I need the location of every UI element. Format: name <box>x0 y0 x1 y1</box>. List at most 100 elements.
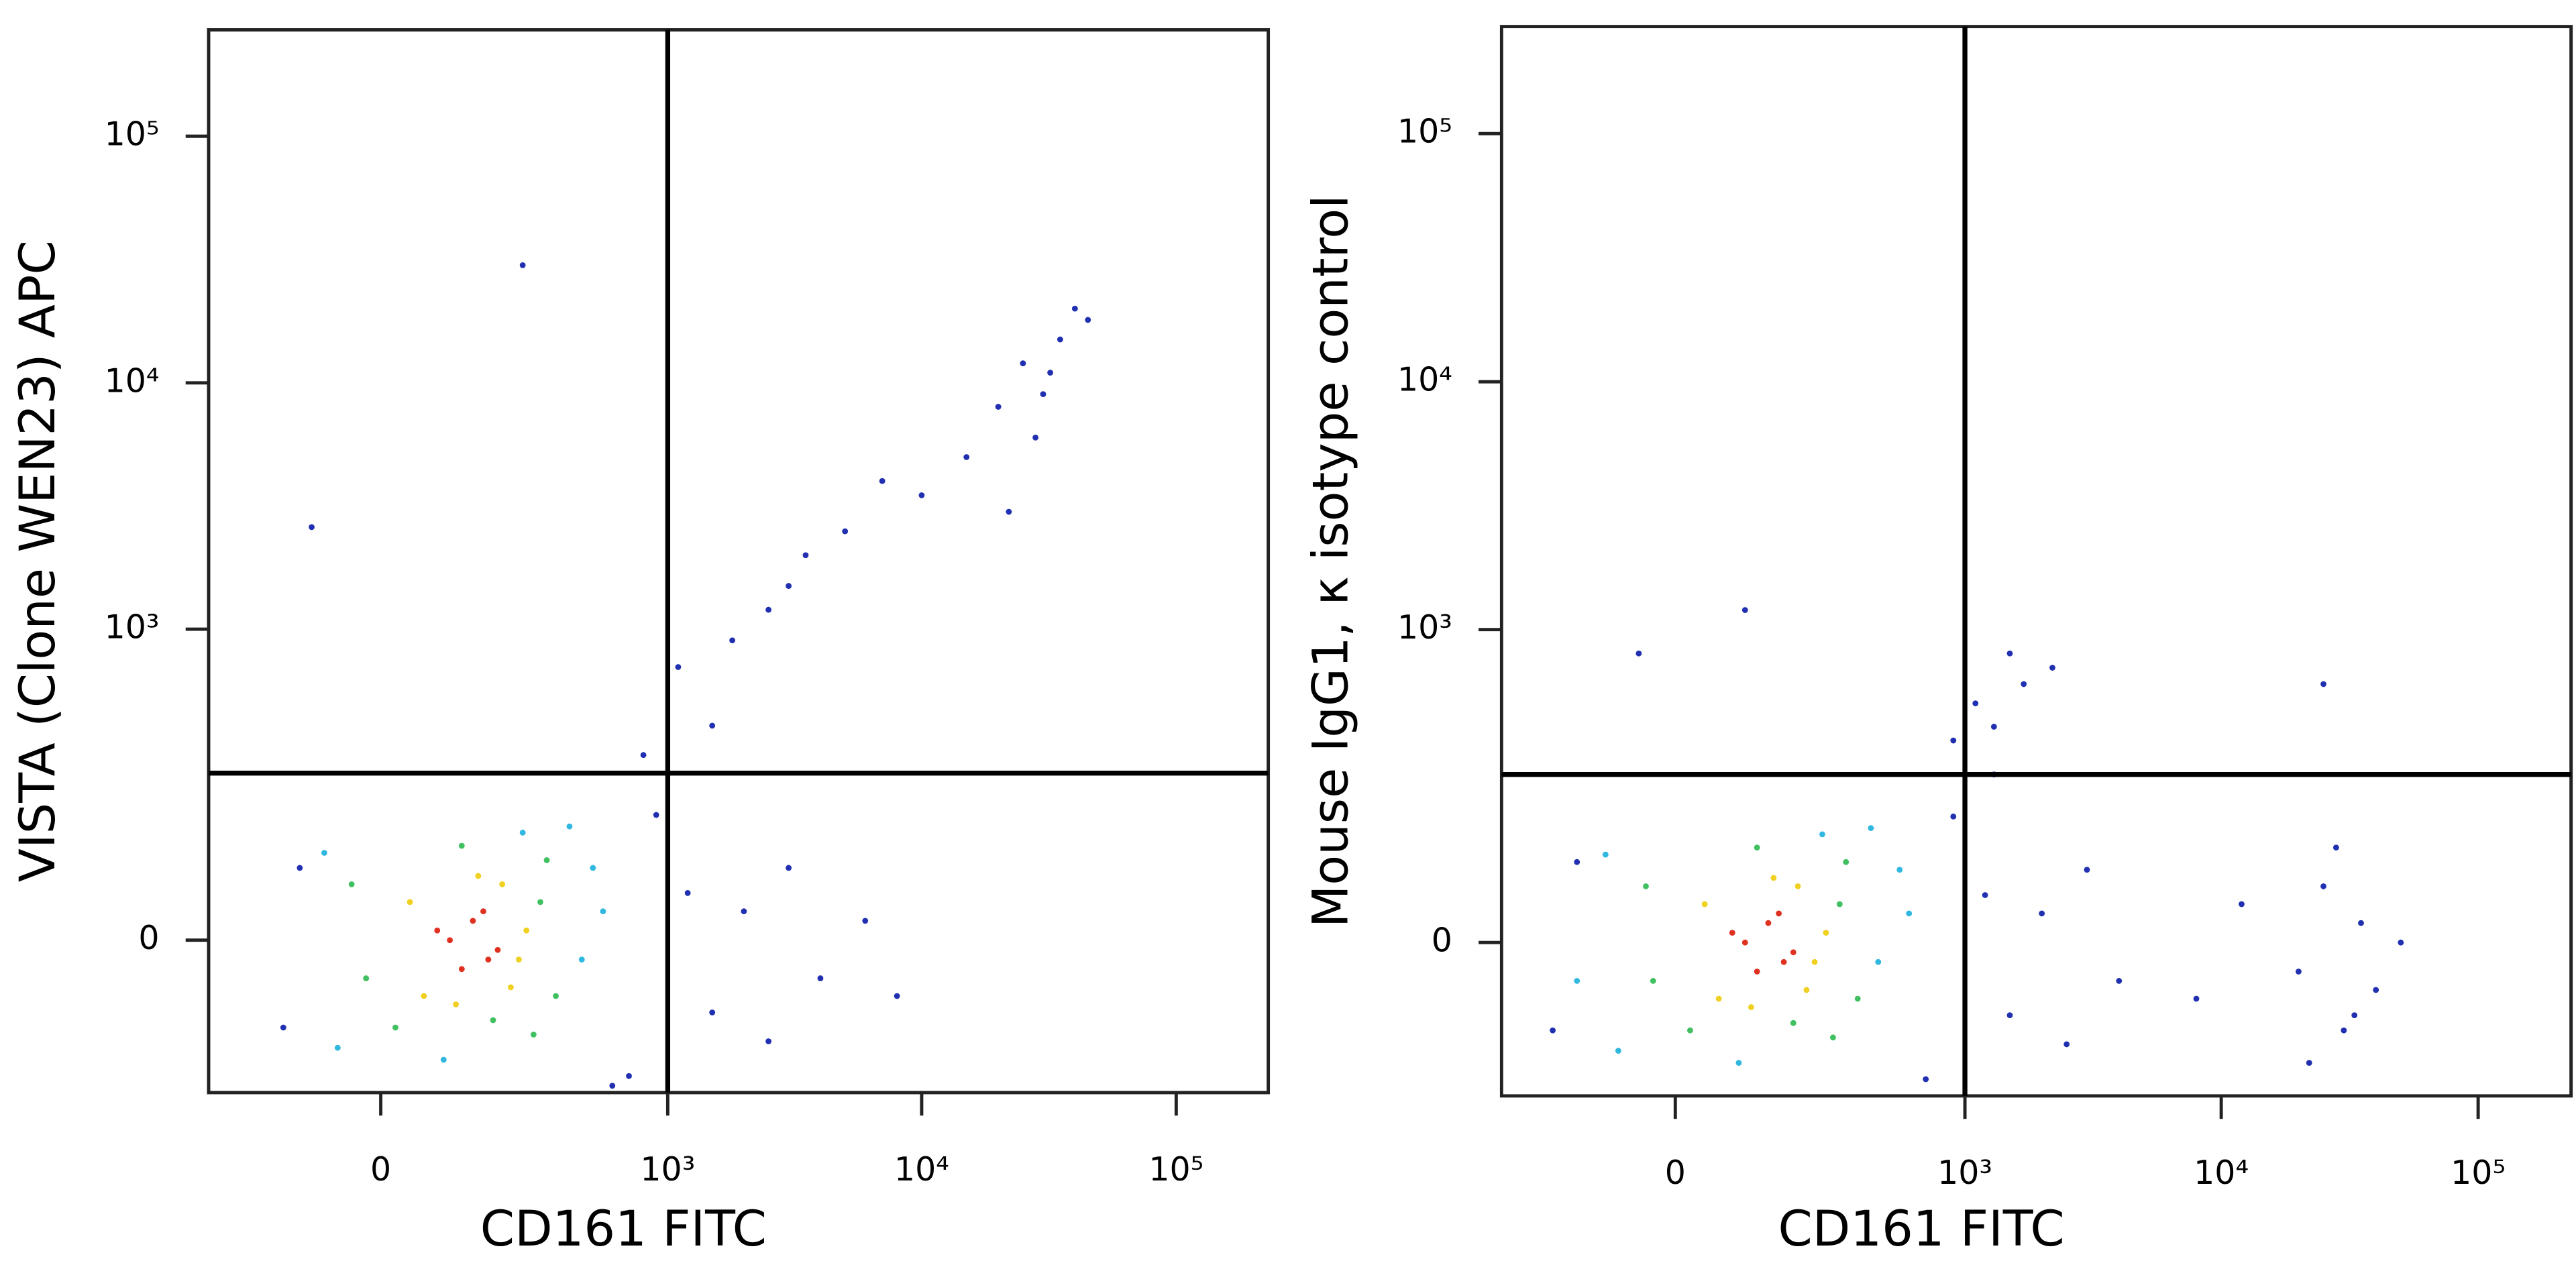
event-dot <box>802 552 809 559</box>
event-dot <box>2306 1060 2312 1066</box>
x-tick-label: 10⁵ <box>2451 1154 2506 1192</box>
event-dot <box>741 908 747 915</box>
event-dot <box>1085 317 1091 323</box>
y-tick-label: 10⁵ <box>105 115 160 154</box>
event-dot <box>765 606 772 613</box>
event-dot <box>1819 831 1825 838</box>
event-dot <box>280 1024 286 1031</box>
event-dot <box>600 908 606 915</box>
event-dot <box>842 528 849 535</box>
event-dot <box>1765 920 1772 926</box>
plot-frame <box>1499 25 2573 1098</box>
event-dot <box>434 927 441 934</box>
event-dot <box>1823 930 1829 936</box>
event-dot <box>1972 700 1979 707</box>
y-tick-label: 0 <box>138 919 159 957</box>
event-dot <box>494 946 501 953</box>
event-dot <box>392 1024 398 1031</box>
event-dot <box>1950 813 1957 820</box>
y-tick-label: 10³ <box>1397 608 1452 647</box>
event-dot <box>1057 336 1063 343</box>
x-tick-label: 10³ <box>1937 1154 1992 1192</box>
x-tick-label: 10³ <box>640 1150 695 1189</box>
event-dot <box>566 823 573 830</box>
event-dot <box>1754 844 1760 851</box>
event-dot <box>918 492 925 498</box>
y-tick-label: 10⁴ <box>105 362 160 400</box>
event-dot <box>1741 607 1748 613</box>
event-dot <box>2351 1012 2358 1019</box>
event-dot <box>1836 901 1843 907</box>
event-dot <box>1770 875 1777 881</box>
event-dot <box>653 812 659 818</box>
event-dot <box>2116 978 2123 984</box>
event-dot <box>1950 737 1957 744</box>
x-tick-label: 0 <box>1665 1154 1686 1192</box>
event-dot <box>1602 851 1609 858</box>
event-dot <box>609 1083 616 1089</box>
event-dot <box>995 404 1002 410</box>
event-dot <box>1990 724 1997 730</box>
event-dot <box>2332 844 2339 851</box>
event-dot <box>458 842 465 849</box>
event-dot <box>675 664 682 670</box>
event-dot <box>2398 939 2404 946</box>
event-dot <box>786 865 792 871</box>
event-dot <box>1776 910 1782 917</box>
event-dot <box>2193 995 2200 1002</box>
event-dot <box>363 975 370 981</box>
plot-frame <box>207 28 1271 1095</box>
event-dot <box>523 927 530 934</box>
event-dot <box>1635 650 1642 657</box>
event-dot <box>1803 987 1810 993</box>
event-dot <box>640 752 647 759</box>
x-tick-label: 0 <box>370 1150 391 1189</box>
event-dot <box>530 1032 537 1038</box>
event-dot <box>1875 958 1882 965</box>
event-dot <box>590 865 596 871</box>
event-dot <box>490 1017 496 1024</box>
event-dot <box>1735 1060 1742 1066</box>
event-dot <box>1790 949 1796 956</box>
event-dot <box>1574 978 1580 984</box>
event-dot <box>453 1001 460 1007</box>
event-dot <box>407 899 413 905</box>
event-dot <box>2063 1041 2070 1048</box>
event-dot <box>1550 1027 1556 1034</box>
event-dot <box>626 1072 632 1079</box>
event-dot <box>1687 1027 1693 1034</box>
event-dot <box>348 881 355 887</box>
event-dot <box>485 956 492 963</box>
event-dot <box>1790 1020 1796 1026</box>
event-dot <box>765 1038 772 1044</box>
x-axis-title: CD161 FITC <box>480 1201 767 1258</box>
event-dot <box>2358 920 2364 926</box>
event-dot <box>1574 859 1580 865</box>
event-dot <box>2373 987 2379 993</box>
event-dot <box>879 478 885 484</box>
event-dot <box>537 899 543 905</box>
event-dot <box>499 881 506 887</box>
event-dot <box>519 262 526 268</box>
event-dot <box>1715 995 1722 1002</box>
event-dot <box>2341 1027 2347 1034</box>
event-dot <box>516 956 522 963</box>
event-dot <box>1047 370 1053 376</box>
event-dot <box>578 956 585 963</box>
event-dot <box>786 583 792 589</box>
event-dot <box>862 918 869 924</box>
event-dot <box>440 1056 447 1063</box>
event-dot <box>2084 867 2090 873</box>
event-dot <box>1006 508 1012 515</box>
event-dot <box>1794 883 1801 889</box>
event-dot <box>508 984 514 991</box>
x-axis-title: CD161 FITC <box>1778 1201 2064 1258</box>
event-dot <box>421 993 427 999</box>
event-dot <box>963 454 970 460</box>
event-dot <box>2039 910 2045 917</box>
y-tick-label: 10⁴ <box>1397 361 1452 399</box>
event-dot <box>1754 969 1760 975</box>
event-dot <box>1868 825 1874 832</box>
event-dot <box>2049 665 2055 671</box>
